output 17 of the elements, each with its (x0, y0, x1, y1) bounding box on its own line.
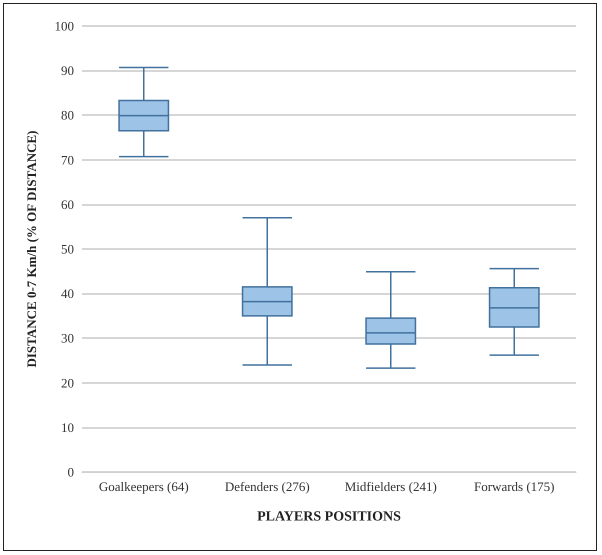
y-tick-label: 80 (61, 108, 74, 123)
y-tick-label: 10 (61, 420, 74, 435)
x-axis-title: PLAYERS POSITIONS (257, 510, 402, 524)
y-tick-label: 0 (68, 464, 74, 480)
y-tick-label: 50 (61, 242, 74, 256)
y-axis-title: DISTANCE 0-7 Km/h (% OF DISTANCE) (24, 130, 39, 368)
y-tick-label: 70 (61, 152, 74, 168)
x-tick-label: Defenders (276) (224, 479, 310, 494)
y-tick-label: 20 (61, 375, 74, 390)
y-tick-label: 100 (54, 18, 74, 34)
y-tick-label: 90 (61, 63, 74, 78)
x-tick-label: Goalkeepers (64) (98, 479, 189, 494)
x-tick-label: Midfielders (241) (344, 479, 437, 494)
x-tick-label: Forwards (175) (474, 479, 555, 494)
y-tick-label: 60 (61, 196, 74, 212)
y-tick-label: 30 (61, 330, 74, 346)
y-tick-label: 40 (61, 286, 74, 302)
